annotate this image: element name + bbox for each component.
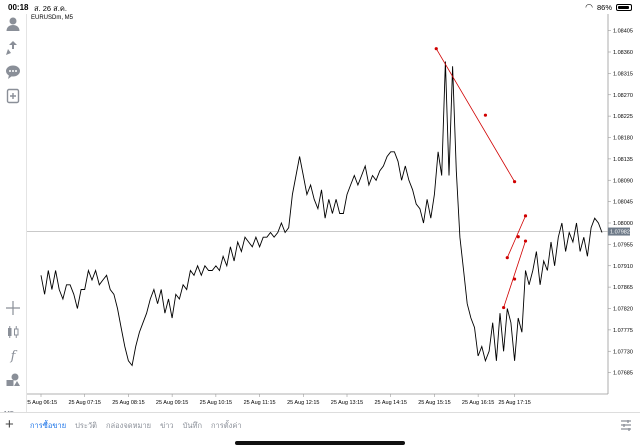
y-tick-label: 1.07730 <box>613 349 633 355</box>
y-tick-label: 1.08135 <box>613 157 633 163</box>
battery-icon <box>616 4 632 11</box>
current-price-tag <box>608 227 630 236</box>
y-tick-label: 1.08405 <box>613 29 633 35</box>
status-date: ส. 26 ส.ค. <box>34 4 67 13</box>
y-tick-label: 1.07685 <box>613 371 633 377</box>
status-indicators: ◠ 86% <box>585 3 632 12</box>
tab-2[interactable]: กล่องจดหมาย <box>106 421 152 430</box>
x-tick-label: 25 Aug 16:15 <box>462 400 494 406</box>
y-tick-label: 1.08045 <box>613 200 633 206</box>
home-indicator <box>235 441 405 445</box>
x-tick-label: 25 Aug 14:15 <box>375 400 407 406</box>
trendline-point <box>523 239 528 243</box>
trendline-point <box>523 214 528 218</box>
x-tick-label: 25 Aug 12:15 <box>287 400 319 406</box>
y-tick-label: 1.07820 <box>613 307 633 313</box>
x-tick-label: 25 Aug 07:15 <box>69 400 101 406</box>
trendline-point <box>516 235 520 239</box>
y-tick-label: 1.08180 <box>613 136 633 142</box>
x-tick-label: 25 Aug 13:15 <box>331 400 363 406</box>
y-tick-label: 1.08225 <box>613 114 633 120</box>
quotes-icon[interactable] <box>5 40 21 56</box>
left-toolbar: f M5 <box>0 14 27 418</box>
x-tick-label: 25 Aug 08:15 <box>112 400 144 406</box>
y-tick-label: 1.07910 <box>613 264 633 270</box>
new-order-icon[interactable] <box>5 88 21 104</box>
y-tick-label: 1.08315 <box>613 71 633 77</box>
crosshair-icon[interactable] <box>5 300 21 316</box>
tab-4[interactable]: บันทึก <box>182 421 203 430</box>
y-tick-label: 1.07775 <box>613 328 633 334</box>
wifi-icon: ◠ <box>585 2 593 12</box>
x-tick-label: 25 Aug 06:15 <box>27 400 57 406</box>
y-tick-label: 1.08360 <box>613 50 633 56</box>
add-icon[interactable]: + <box>5 416 14 433</box>
price-series-line <box>40 61 603 367</box>
trendline-point <box>434 47 438 51</box>
x-tick-label: 25 Aug 10:15 <box>200 400 232 406</box>
trendline-point <box>502 305 506 310</box>
y-tick-label: 1.07955 <box>613 242 633 248</box>
tab-list: การซื้อขาย ประวัติ กล่องจดหมาย ข่าว บันทึก กา… <box>30 420 242 432</box>
battery-percentage: 86% <box>596 3 612 12</box>
price-chart[interactable]: 1.08405 1.08360 1.08315 1.08270 1.08225 1.081… <box>25 14 640 412</box>
account-icon[interactable] <box>5 16 21 32</box>
trendline-0 <box>435 48 515 182</box>
x-tick-label: 25 Aug 11:15 <box>244 400 276 406</box>
trendline-2 <box>503 240 526 308</box>
x-tick-label: 25 Aug 17:15 <box>498 400 530 406</box>
status-time: 00:18 <box>8 3 29 12</box>
tab-5[interactable]: การตั้งค่า <box>211 421 242 430</box>
x-tick-label: 25 Aug 15:15 <box>418 400 450 406</box>
chart-symbol-label: EURUSDm, M5 <box>31 15 74 21</box>
y-tick-label: 1.08090 <box>613 178 633 184</box>
status-bar: 00:18 ส. 26 ส.ค. ◠ 86% <box>0 0 640 14</box>
bottom-tab-bar: + การซื้อขาย ประวัติ กล่องจดหมาย ข่าว บันทึก… <box>0 412 640 437</box>
x-tick-label: 25 Aug 09:15 <box>156 400 188 406</box>
current-price-label: 1.07982 <box>610 230 630 236</box>
tab-0[interactable]: การซื้อขาย <box>30 421 67 430</box>
y-tick-label: 1.08270 <box>613 93 633 99</box>
chart-type-icon[interactable] <box>5 324 21 340</box>
chat-icon[interactable] <box>5 64 21 80</box>
tab-3[interactable]: ข่าว <box>160 421 174 430</box>
trendline-point <box>512 277 517 281</box>
y-tick-label: 1.07865 <box>613 285 633 291</box>
indicators-icon[interactable]: f <box>10 348 16 364</box>
tab-1[interactable]: ประวัติ <box>75 421 98 430</box>
layout-icon[interactable] <box>620 418 632 431</box>
trendline-point <box>483 113 488 117</box>
y-tick-label: 1.08000 <box>613 221 633 227</box>
chart-svg: 1.08405 1.08360 1.08315 1.08270 1.08225 1.081… <box>25 14 633 406</box>
trendline-1 <box>506 215 526 258</box>
objects-icon[interactable] <box>5 372 21 388</box>
trendline-point <box>512 180 517 184</box>
trendline-point <box>505 256 509 260</box>
